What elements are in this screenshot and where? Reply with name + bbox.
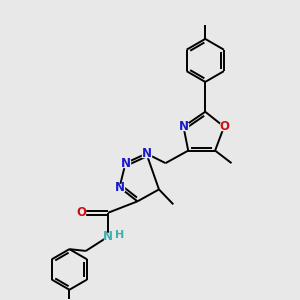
Bar — [78, 209, 85, 216]
Text: O: O — [76, 206, 86, 219]
Bar — [121, 160, 130, 167]
Bar — [179, 123, 188, 130]
Text: N: N — [121, 157, 130, 169]
Bar — [116, 184, 124, 191]
Text: H: H — [115, 230, 124, 240]
Text: N: N — [103, 230, 113, 243]
Text: N: N — [178, 120, 188, 133]
Bar — [104, 233, 112, 240]
Text: N: N — [115, 181, 124, 194]
Text: O: O — [219, 120, 229, 133]
Bar — [142, 150, 151, 157]
Bar — [220, 123, 228, 130]
Text: N: N — [141, 147, 152, 160]
